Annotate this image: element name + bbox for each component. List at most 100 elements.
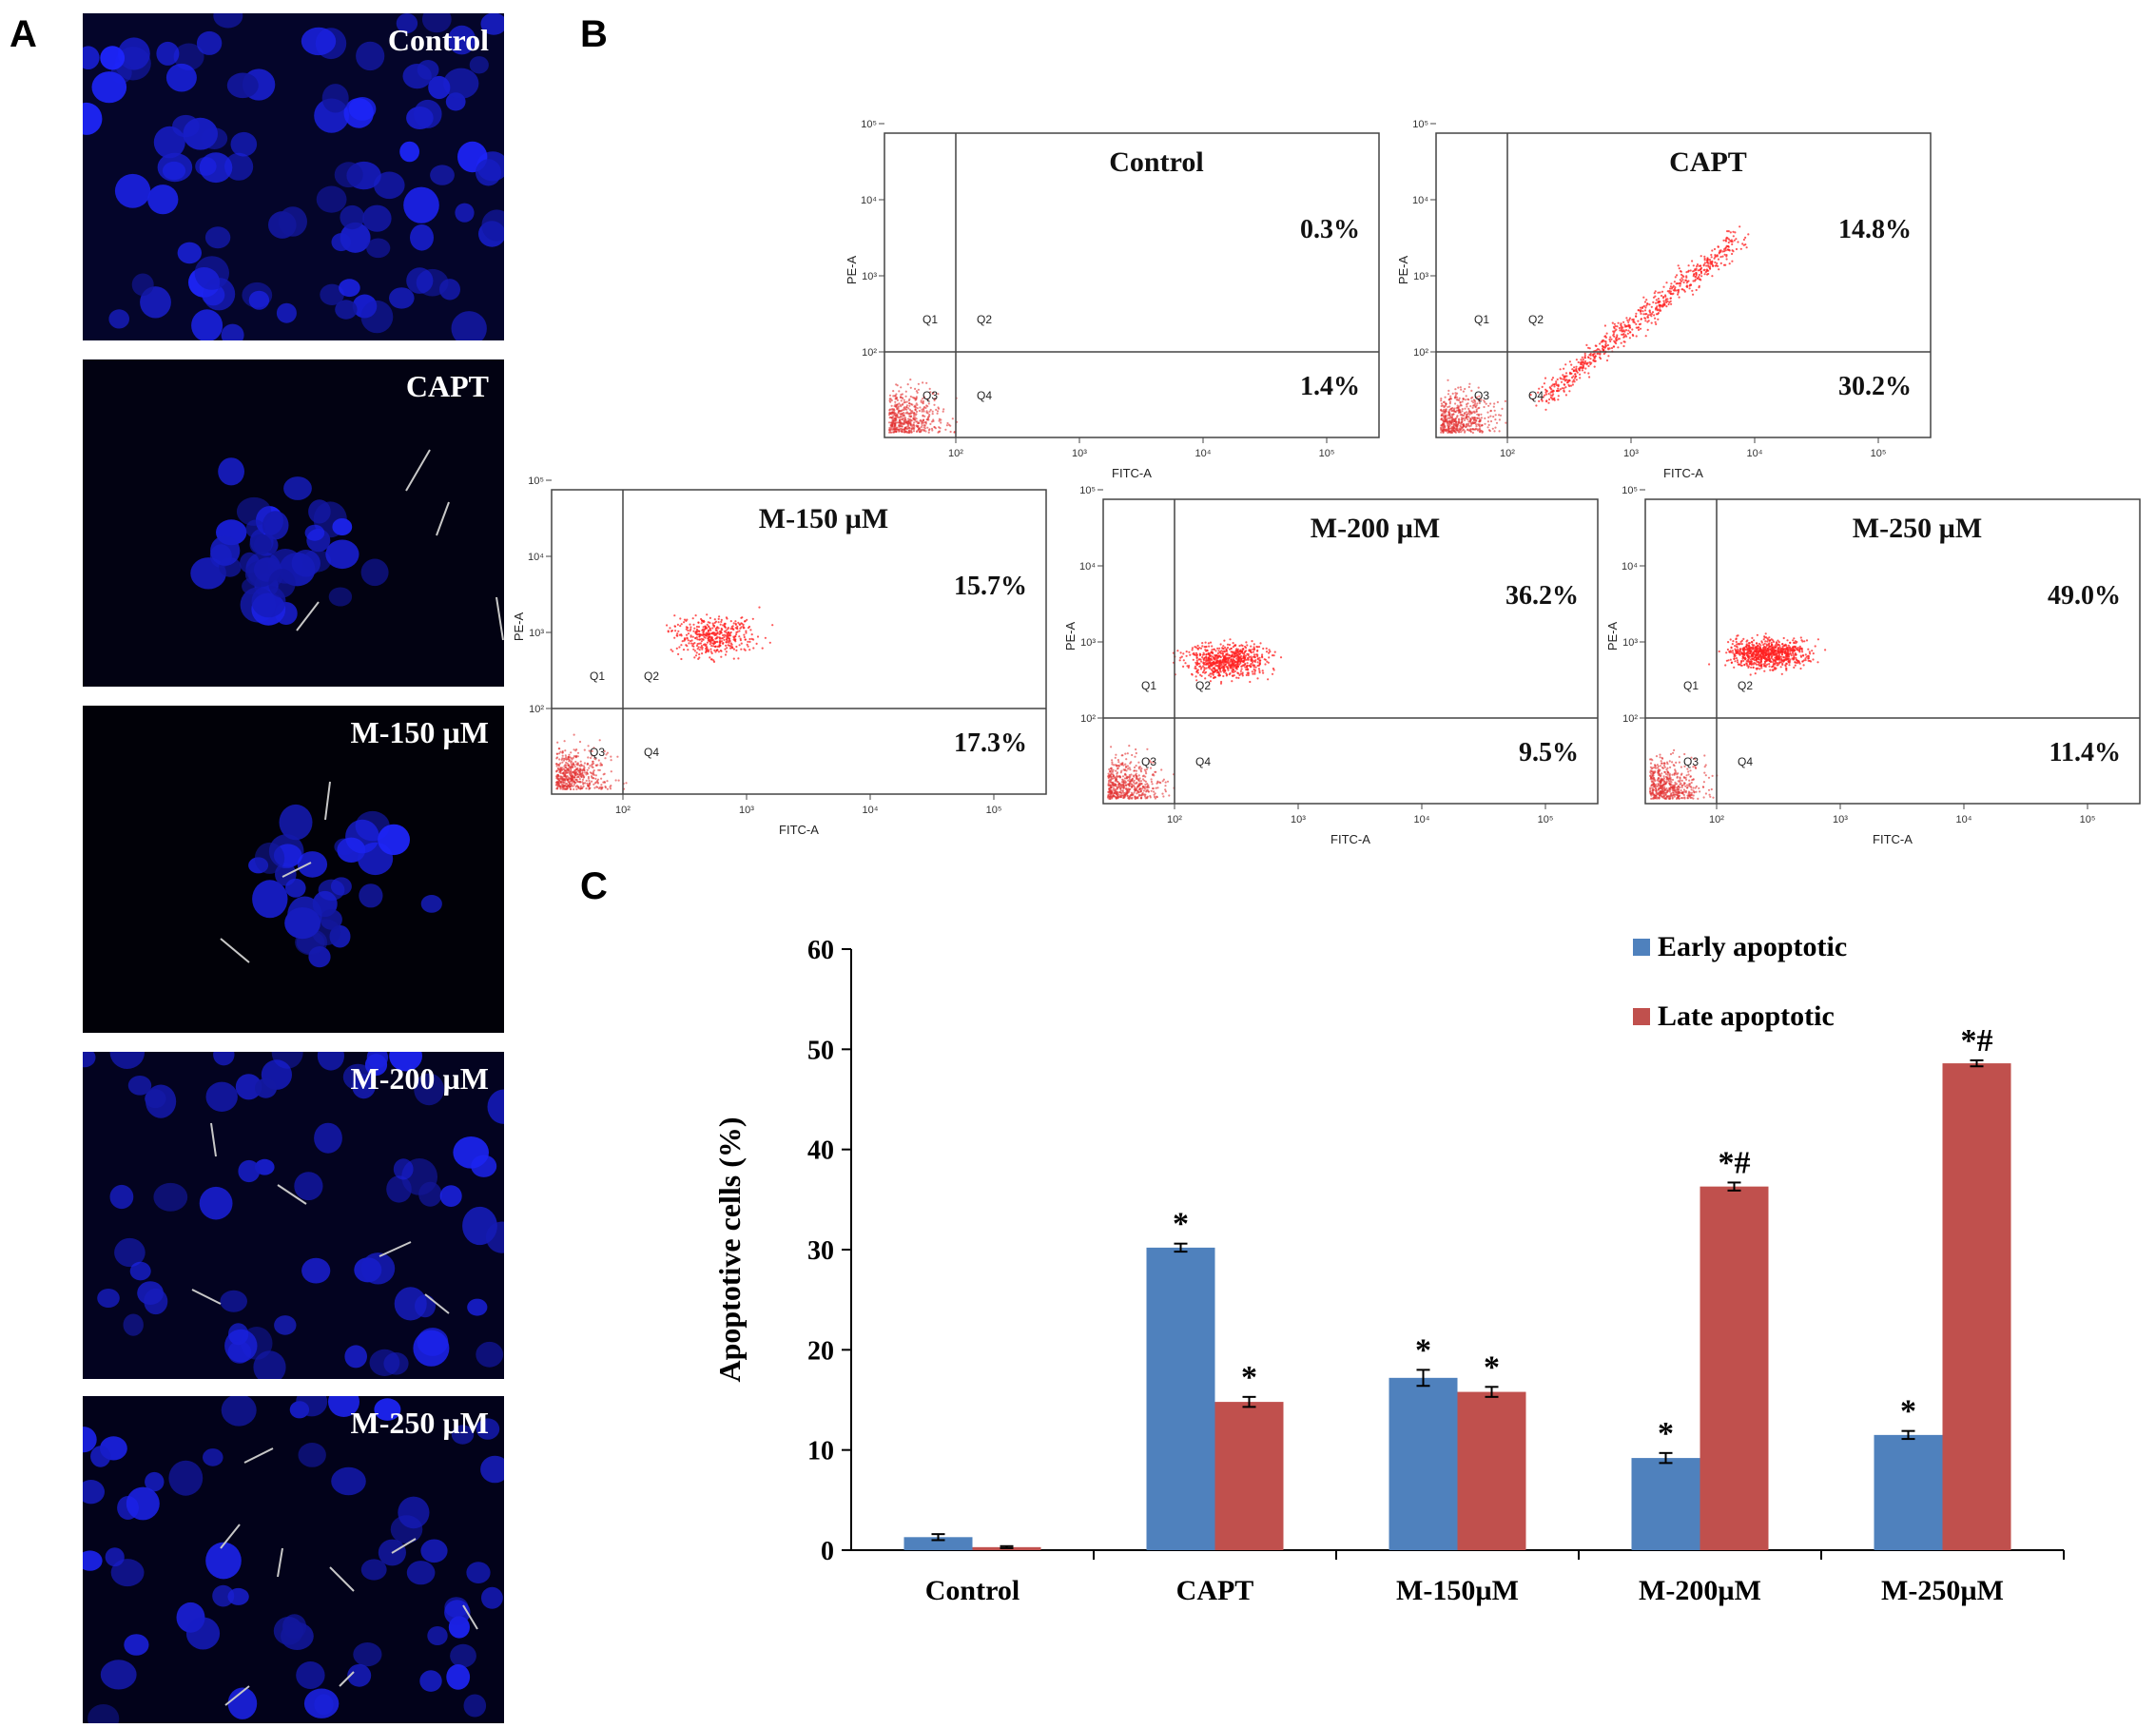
event-dot	[1561, 387, 1564, 390]
event-dot	[583, 762, 586, 765]
nucleus	[297, 851, 328, 878]
event-dot	[1132, 784, 1136, 786]
event-dot	[921, 422, 923, 425]
event-dot	[1467, 416, 1470, 418]
x-tick-label: 10⁵	[1871, 448, 1887, 459]
event-dot	[1661, 777, 1663, 780]
event-dot	[1671, 773, 1674, 776]
event-dot	[726, 617, 728, 620]
event-dot	[1547, 393, 1550, 396]
nucleus	[296, 1661, 325, 1689]
event-dot	[1690, 788, 1693, 791]
event-dot	[1626, 324, 1629, 328]
nucleus	[389, 287, 415, 309]
event-dot	[1708, 258, 1711, 262]
event-dot	[1122, 796, 1125, 800]
event-dot	[584, 782, 587, 785]
nucleus	[224, 152, 254, 181]
event-dot	[1498, 430, 1501, 433]
event-dot	[1590, 361, 1593, 364]
event-dot	[1149, 796, 1152, 799]
event-dot	[1594, 344, 1597, 347]
nucleus	[114, 1237, 146, 1268]
event-dot	[1628, 324, 1631, 327]
event-dot	[1448, 400, 1452, 403]
event-dot	[1678, 797, 1680, 800]
event-dot	[738, 630, 741, 632]
event-dot	[724, 648, 727, 650]
event-dot	[583, 748, 586, 751]
event-dot	[729, 647, 732, 650]
event-dot	[1605, 359, 1609, 362]
event-dot	[1458, 429, 1461, 432]
event-dot	[1226, 643, 1230, 646]
event-dot	[1551, 389, 1555, 392]
event-dot	[919, 419, 922, 422]
event-dot	[1656, 764, 1659, 767]
event-dot	[1768, 665, 1771, 668]
event-dot	[1213, 676, 1215, 679]
event-dot	[1221, 654, 1224, 657]
event-dot	[1210, 651, 1213, 654]
nucleus	[248, 290, 270, 310]
event-dot	[1257, 646, 1261, 649]
event-dot	[1125, 786, 1128, 789]
event-dot	[691, 635, 694, 638]
nucleus	[344, 1345, 368, 1369]
event-dot	[569, 766, 572, 768]
event-dot	[1243, 655, 1246, 658]
event-dot	[1671, 794, 1674, 797]
event-dot	[1481, 431, 1484, 434]
event-dot	[900, 386, 903, 389]
event-dot	[1160, 768, 1163, 771]
event-dot	[1116, 772, 1118, 775]
quadrant-label: Q1	[1474, 313, 1489, 326]
event-dot	[1238, 659, 1241, 663]
event-dot	[1447, 431, 1449, 435]
event-dot	[1123, 768, 1126, 771]
event-dot	[1727, 245, 1730, 248]
event-dot	[1694, 758, 1697, 761]
event-dot	[1737, 634, 1739, 637]
event-dot	[1694, 786, 1697, 789]
event-dot	[1114, 783, 1117, 786]
event-dot	[560, 767, 564, 769]
event-dot	[1200, 660, 1203, 663]
event-dot	[1661, 767, 1664, 769]
event-dot	[687, 632, 690, 635]
event-dot	[1649, 311, 1652, 314]
event-dot	[1259, 642, 1262, 645]
event-dot	[725, 641, 728, 644]
event-dot	[1444, 396, 1447, 398]
event-dot	[1707, 776, 1711, 779]
event-dot	[1685, 271, 1688, 274]
event-dot	[1692, 786, 1695, 789]
event-dot	[573, 766, 576, 768]
event-dot	[1110, 767, 1113, 769]
nucleus	[145, 1089, 166, 1109]
nucleus	[90, 1446, 111, 1467]
upper-right-percent: 15.7%	[954, 572, 1027, 601]
event-dot	[720, 655, 723, 658]
event-dot	[935, 408, 938, 411]
nucleus	[109, 1184, 134, 1210]
event-dot	[1666, 767, 1669, 769]
nucleus	[83, 1427, 97, 1453]
event-dot	[1640, 309, 1642, 312]
event-dot	[1134, 796, 1136, 799]
event-dot	[1655, 301, 1658, 304]
event-dot	[1202, 670, 1206, 672]
event-dot	[1168, 794, 1171, 797]
event-dot	[1474, 406, 1477, 409]
event-dot	[1669, 776, 1672, 779]
event-dot	[1461, 426, 1464, 430]
event-dot	[1759, 644, 1762, 647]
event-dot	[1474, 402, 1477, 405]
event-dot	[714, 632, 718, 635]
event-dot	[1605, 332, 1608, 335]
event-dot	[1626, 332, 1629, 335]
event-dot	[1574, 375, 1577, 378]
event-dot	[1478, 417, 1481, 419]
event-dot	[740, 648, 743, 650]
event-dot	[697, 626, 700, 629]
